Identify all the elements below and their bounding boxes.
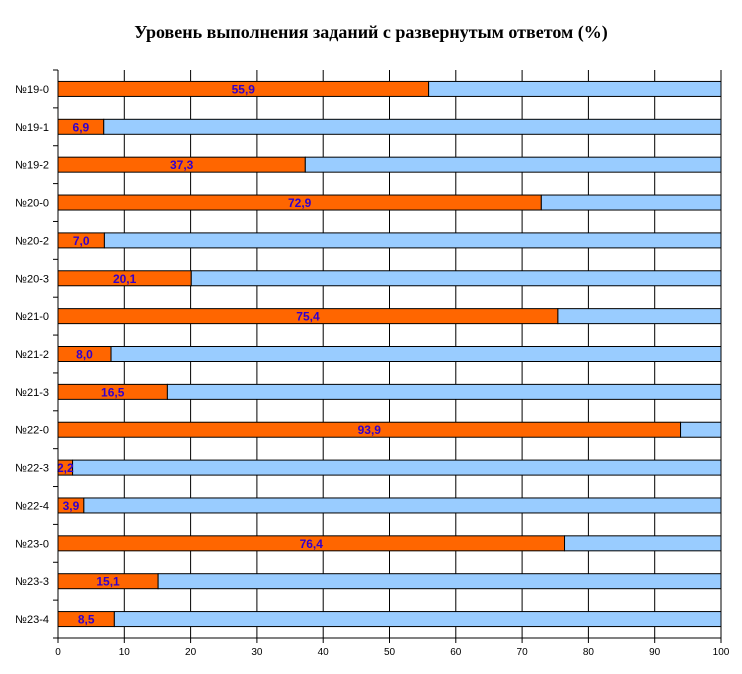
data-labels: 55,9 6,9 37,3 72,9 7,0 20,1 75,4 8,0 16,5 93,9 2,2… <box>57 82 381 626</box>
data-label: 20,1 <box>113 272 137 286</box>
data-label: 37,3 <box>170 158 194 172</box>
bar-remainder <box>557 308 722 325</box>
bars <box>57 80 722 628</box>
data-label: 6,9 <box>73 120 90 134</box>
x-tick-label: 100 <box>713 647 730 658</box>
category-label: №23-3 <box>15 576 49 588</box>
category-label: №19-2 <box>15 160 49 172</box>
chart-title: Уровень выполнения заданий с развернутым… <box>134 22 608 42</box>
category-label: №22-4 <box>15 500 49 512</box>
bar-remainder <box>304 156 722 173</box>
data-label: 76,4 <box>300 537 324 551</box>
bar-remainder <box>564 535 722 552</box>
category-label: №21-0 <box>15 311 49 323</box>
bar-remainder <box>113 611 722 628</box>
x-tick-label: 10 <box>119 647 131 658</box>
category-label: №21-2 <box>15 349 49 361</box>
data-label: 93,9 <box>358 423 382 437</box>
category-label: №23-0 <box>15 538 49 550</box>
data-label: 16,5 <box>101 385 125 399</box>
x-tick-label: 40 <box>318 647 330 658</box>
category-label: №19-0 <box>15 84 49 96</box>
bar-remainder <box>166 383 722 400</box>
bar-remainder <box>157 573 722 590</box>
bar-remainder <box>103 118 722 135</box>
bar-remainder <box>103 232 722 249</box>
bar-remainder <box>680 421 722 438</box>
category-label: №19-1 <box>15 122 49 134</box>
bar-remainder <box>540 194 722 211</box>
x-tick-label: 60 <box>450 647 462 658</box>
axes: 0 10 20 30 40 50 60 70 80 90 100 №19-0 №19-1 №19-2 №20… <box>15 69 730 658</box>
bar-remainder <box>110 346 722 362</box>
data-label: 8,5 <box>78 613 95 627</box>
category-label: №23-4 <box>15 614 49 626</box>
data-label: 7,0 <box>73 234 90 248</box>
x-tick-label: 80 <box>583 647 595 658</box>
x-tick-label: 30 <box>251 647 263 658</box>
x-tick-label: 50 <box>384 647 396 658</box>
x-tick-label: 20 <box>185 647 197 658</box>
category-label: №20-3 <box>15 273 49 285</box>
category-label: №22-3 <box>15 463 49 475</box>
category-label: №21-3 <box>15 387 49 399</box>
bar-remainder <box>72 459 722 476</box>
bar-remainder <box>83 497 722 514</box>
data-label: 55,9 <box>232 82 256 96</box>
x-tick-label: 0 <box>55 647 61 658</box>
data-label: 3,9 <box>63 499 80 513</box>
data-label: 8,0 <box>76 348 93 362</box>
data-label: 75,4 <box>296 310 320 324</box>
data-label: 15,1 <box>96 575 120 589</box>
category-label: №20-0 <box>15 198 49 210</box>
bar-remainder <box>190 270 722 287</box>
bar-remainder <box>428 80 722 97</box>
data-label: 72,9 <box>288 196 312 210</box>
category-label: №22-0 <box>15 425 49 437</box>
x-tick-label: 90 <box>649 647 661 658</box>
x-tick-label: 70 <box>517 647 529 658</box>
category-label: №20-2 <box>15 235 49 247</box>
data-label: 2,2 <box>57 461 74 475</box>
